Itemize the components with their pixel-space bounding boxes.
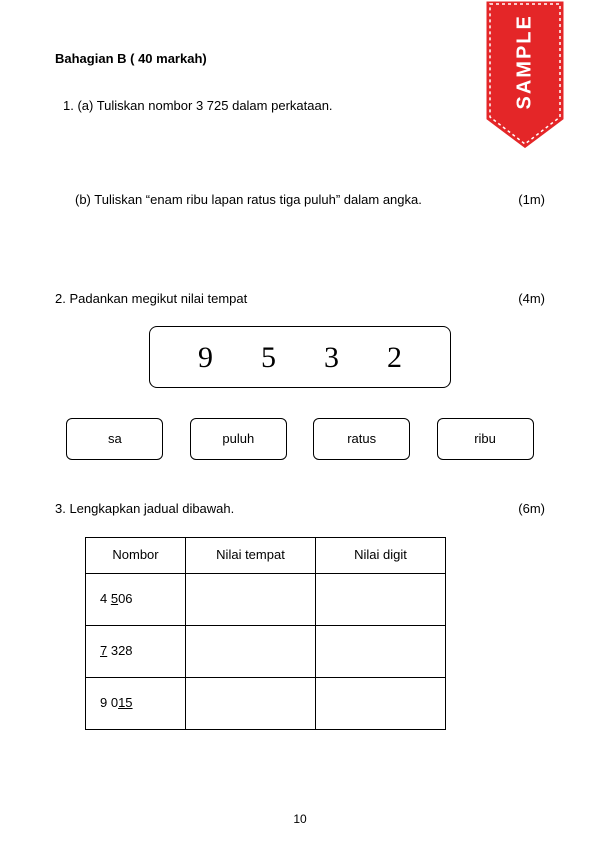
table-header-row: Nombor Nilai tempat Nilai digit	[86, 538, 446, 574]
cell-digit-2	[316, 626, 446, 678]
cell-digit-3	[316, 678, 446, 730]
digit-3: 3	[324, 336, 339, 380]
question-2: 2. Padankan megikut nilai tempat (4m)	[55, 290, 545, 309]
question-2-marks: (4m)	[518, 290, 545, 309]
place-box-sa: sa	[66, 418, 163, 460]
question-1b: (b) Tuliskan “enam ribu lapan ratus tiga…	[55, 191, 545, 210]
cell-digit-1	[316, 574, 446, 626]
col-header-nilai-tempat: Nilai tempat	[186, 538, 316, 574]
num-prefix: 9 0	[100, 695, 118, 710]
question-1b-text: (b) Tuliskan “enam ribu lapan ratus tiga…	[75, 191, 518, 210]
worksheet-page: SAMPLE Bahagian B ( 40 markah) 1. (a) Tu…	[0, 0, 600, 848]
num-suffix: 06	[118, 591, 132, 606]
place-box-ribu: ribu	[437, 418, 534, 460]
cell-tempat-1	[186, 574, 316, 626]
col-header-nombor: Nombor	[86, 538, 186, 574]
q3-table: Nombor Nilai tempat Nilai digit 4 506 7 …	[85, 537, 446, 730]
cell-nombor-1: 4 506	[86, 574, 186, 626]
table-row: 7 328	[86, 626, 446, 678]
digit-4: 2	[387, 336, 402, 380]
question-3: 3. Lengkapkan jadual dibawah. (6m)	[55, 500, 545, 519]
col-header-nilai-digit: Nilai digit	[316, 538, 446, 574]
table-row: 4 506	[86, 574, 446, 626]
page-number: 10	[0, 811, 600, 828]
question-1a-text: 1. (a) Tuliskan nombor 3 725 dalam perka…	[63, 97, 518, 116]
digit-2: 5	[261, 336, 276, 380]
sample-ribbon: SAMPLE	[480, 0, 570, 160]
digit-1: 9	[198, 336, 213, 380]
number-box: 9 5 3 2	[149, 326, 451, 388]
num-suffix: 328	[107, 643, 132, 658]
question-3-marks: (6m)	[518, 500, 545, 519]
table-row: 9 015	[86, 678, 446, 730]
section-title: Bahagian B ( 40 markah)	[55, 50, 545, 69]
cell-tempat-3	[186, 678, 316, 730]
cell-tempat-2	[186, 626, 316, 678]
question-1b-marks: (1m)	[518, 191, 545, 210]
place-value-boxes: sa puluh ratus ribu	[65, 418, 535, 460]
question-3-text: 3. Lengkapkan jadual dibawah.	[55, 500, 518, 519]
ribbon-label: SAMPLE	[511, 20, 540, 110]
num-prefix: 4	[100, 591, 111, 606]
num-underlined: 15	[118, 695, 132, 710]
place-box-puluh: puluh	[190, 418, 287, 460]
cell-nombor-2: 7 328	[86, 626, 186, 678]
cell-nombor-3: 9 015	[86, 678, 186, 730]
question-2-text: 2. Padankan megikut nilai tempat	[55, 290, 518, 309]
question-1a: 1. (a) Tuliskan nombor 3 725 dalam perka…	[55, 97, 545, 116]
place-box-ratus: ratus	[313, 418, 410, 460]
num-underlined: 5	[111, 591, 118, 606]
